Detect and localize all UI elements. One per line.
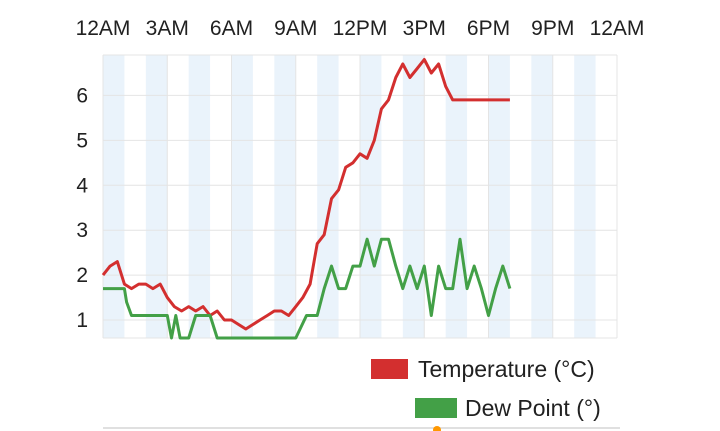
y-tick-label: 6 (76, 84, 88, 107)
x-tick-label: 6AM (210, 17, 253, 40)
x-tick-label: 12AM (76, 17, 131, 40)
temperature-line (101, 58, 510, 331)
x-tick-label: 6PM (467, 17, 510, 40)
x-axis-ticks: 12AM 3AM 6AM 9AM 12PM 3PM 6PM 9PM 12AM (76, 17, 645, 40)
legend-swatch-temperature (371, 359, 408, 379)
hour-band (360, 55, 382, 338)
legend: Temperature (°C) Dew Point (°) (371, 356, 601, 421)
hour-band (103, 55, 125, 338)
dew-point-line (103, 237, 512, 340)
x-tick-label: 9PM (531, 17, 574, 40)
x-tick-label: 12AM (590, 17, 645, 40)
legend-label-dew-point: Dew Point (°) (465, 395, 601, 421)
legend-label-temperature: Temperature (°C) (418, 356, 595, 382)
y-tick-label: 3 (76, 219, 88, 242)
hour-band (445, 55, 468, 338)
y-tick-label: 1 (76, 309, 88, 332)
y-tick-label: 2 (76, 264, 88, 287)
y-axis-ticks: 1 2 3 4 5 6 (76, 84, 88, 332)
hour-band (574, 55, 596, 338)
hour-band (317, 55, 339, 338)
x-tick-label: 3AM (146, 17, 189, 40)
hour-band (488, 55, 510, 338)
legend-swatch-dew-point (415, 398, 457, 418)
hour-band (274, 55, 296, 338)
x-tick-label: 3PM (403, 17, 446, 40)
y-tick-label: 5 (76, 129, 88, 152)
hour-band (402, 55, 425, 338)
x-tick-label: 12PM (333, 17, 388, 40)
x-tick-label: 9AM (274, 17, 317, 40)
y-tick-label: 4 (76, 174, 88, 197)
series-lines (101, 58, 512, 340)
hour-band (231, 55, 253, 338)
hour-band (188, 55, 211, 338)
vertical-gridlines (102, 55, 618, 338)
hour-band (145, 55, 168, 338)
scroll-indicator-dot (433, 426, 441, 431)
night-bands (103, 55, 596, 338)
hour-band (531, 55, 553, 338)
